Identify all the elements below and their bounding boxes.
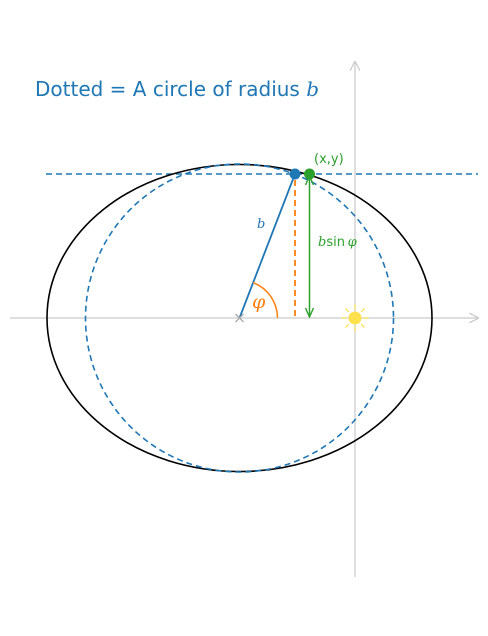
circle-point [289,168,301,180]
title-variable: b [306,77,319,101]
radius-label: b [257,217,265,232]
title-prefix: Dotted = A circle of radius [35,77,306,101]
angle-arc [252,281,279,319]
center-x-mark-icon [235,313,244,323]
height-label: bsin φ [318,235,358,250]
angle-label: φ [252,291,266,313]
height-label-phi: φ [348,235,358,250]
radius-line [238,173,296,319]
radius-b-circle [84,163,395,473]
height-label-sin: sin [326,235,347,250]
title-text: Dotted = A circle of radius b [35,77,319,101]
ellipse-point [304,168,315,180]
point-label: (x,y) [314,152,344,167]
height-label-b: b [318,235,326,250]
sun-icon [341,304,369,332]
